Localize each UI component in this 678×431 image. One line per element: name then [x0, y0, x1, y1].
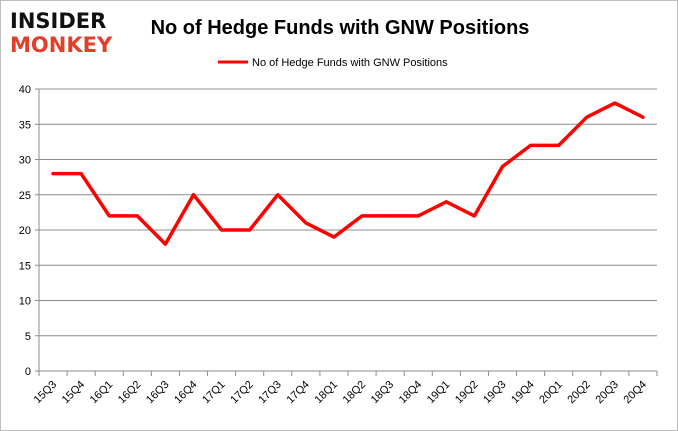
chart-title: No of Hedge Funds with GNW Positions — [151, 17, 530, 39]
data-point — [360, 214, 364, 218]
series-line — [51, 101, 645, 246]
data-point — [472, 214, 476, 218]
data-point — [416, 214, 420, 218]
y-tick-label: 20 — [19, 225, 31, 237]
data-point — [332, 235, 336, 239]
data-point — [501, 165, 504, 169]
legend: No of Hedge Funds with GNW Positions — [218, 57, 448, 69]
data-point — [107, 214, 111, 218]
data-point — [304, 221, 308, 225]
y-tick-label: 40 — [19, 84, 31, 96]
data-point — [641, 115, 645, 119]
y-tick-label: 5 — [25, 331, 31, 343]
data-point — [192, 193, 195, 197]
y-tick-label: 10 — [19, 296, 31, 308]
data-point — [79, 172, 83, 176]
logo: INSIDER MONKEY — [10, 9, 113, 57]
logo-line1: INSIDER — [10, 9, 106, 33]
data-point — [248, 228, 252, 232]
data-point — [557, 143, 561, 147]
y-tick-label: 15 — [19, 260, 31, 272]
data-point — [276, 193, 280, 197]
data-point — [529, 143, 533, 147]
legend-label: No of Hedge Funds with GNW Positions — [252, 57, 448, 69]
data-point — [388, 214, 392, 218]
data-point — [613, 101, 617, 105]
data-point — [444, 200, 448, 204]
y-tick-label: 35 — [19, 119, 31, 131]
y-tick-label: 30 — [19, 155, 31, 167]
y-tick-label: 0 — [25, 366, 31, 378]
data-point — [163, 242, 167, 246]
data-point — [220, 228, 224, 232]
data-point — [135, 214, 139, 218]
y-tick-label: 25 — [19, 190, 31, 202]
data-point — [51, 172, 55, 176]
data-point — [585, 115, 589, 119]
logo-line2: MONKEY — [10, 33, 113, 57]
